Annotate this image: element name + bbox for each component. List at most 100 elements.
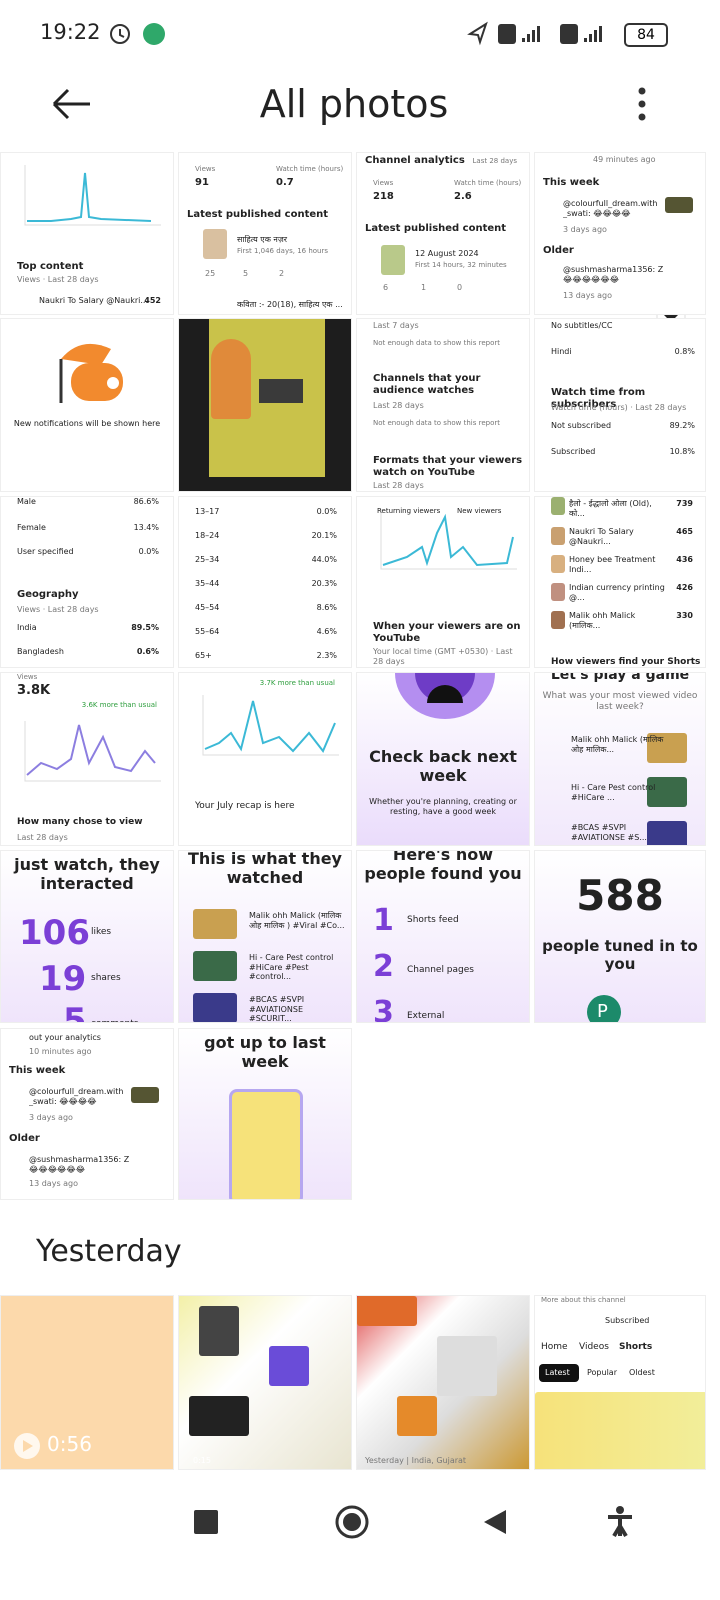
photo-tile[interactable]: New notifications will be shown here [0,318,174,492]
photo-tile[interactable] [178,318,352,492]
photo-tile[interactable]: 3.7K more than usual Your July recap is h… [178,672,352,846]
tile-text: Oldest [629,1368,655,1377]
icon [59,343,123,403]
tile-text: Older [9,1133,40,1144]
tile-text: When your viewers are on YouTube [373,621,521,644]
thumbnail [551,611,565,629]
thumbnail [551,497,565,515]
tile-text: Watch time (hours) · Last 28 days [551,403,687,412]
photo-tile[interactable]: Views Watch time (hours) 91 0.7 Latest publi… [178,152,352,315]
photo-tile[interactable]: Yesterday | India, Gujarat [356,1295,530,1470]
tile-text: Shorts feed [407,915,459,925]
tile-text: Malik ohh Malick (मालिक... [569,611,636,630]
photo-tile[interactable]: out your analytics 10 minutes ago This wee… [0,1028,174,1200]
photo-tile[interactable]: 13–17 0.0% 18–24 20.1% 25–34 44.0% 35–44 20.3% 4… [178,496,352,668]
tile-text: Your local time (GMT +0530) · Last 28 da… [373,647,513,666]
photo-tile[interactable]: हैलो - ईद्धालो ओला (Old), को... 739 Naukri… [534,496,706,668]
thumbnail [131,1087,159,1103]
photo-tile[interactable]: Let's play a game What was your most view… [534,672,706,846]
tile-text: 426 [676,583,693,592]
photo-tile[interactable]: 588 people tuned in to you P [534,850,706,1023]
tile-text: 0 [457,283,463,292]
tile-text: Latest published content [365,223,507,234]
icon [395,673,495,719]
tile-text: Naukri To Salary @Naukri... [39,296,149,305]
tile-text: @colourfull_dream.with _swati: 😂😂😂😂 [563,199,658,218]
tile-text: 1 [373,903,394,938]
tile-text: Indian currency printing @... [569,583,665,602]
tile-text: Watch time from subscribers [551,387,646,410]
tile-text: 20.1% [311,531,337,540]
tile-text: Channel pages [407,965,474,975]
thumbnail [193,951,237,981]
photo-tile[interactable]: 49 minutes ago This week @colourfull_dream… [534,152,706,315]
tile-text: Naukri To Salary @Naukri... [569,527,634,546]
tile-text: 3 days ago [29,1113,73,1122]
page-title: All photos [259,82,449,126]
photo-tile[interactable]: Here's how people found you 1 Shorts feed 2… [356,850,530,1023]
photo-tile[interactable]: got up to last week [178,1028,352,1200]
tile-text: 739 [676,499,693,508]
photo-tile[interactable]: 0:56 [0,1295,174,1470]
thumbnail [647,733,687,763]
tile-text: Older [543,245,574,256]
mini-chart [24,165,161,226]
tile-text: 2.6 [454,191,472,202]
photo-tile[interactable]: 0:15 [178,1295,352,1470]
status-icons-right [467,21,602,46]
tile-text: Bangladesh [17,647,64,656]
photo-tile[interactable]: Top content Views · Last 28 days Naukri To… [0,152,174,315]
photo-tile[interactable]: Views 3.8K 3.6K more than usual How many ch… [0,672,174,846]
tile-text: Videos [579,1342,609,1352]
tile-text: 106 [19,913,90,953]
tile-text: Watch time (hours) [276,165,344,173]
photo-tile[interactable]: More about this channel Subscribed Home Vid… [534,1295,706,1470]
tile-text: Home [541,1342,568,1352]
latest-chip [539,1364,579,1382]
tile-text: Views [373,179,394,187]
photo-tile[interactable]: just watch, they interacted 106 likes 19 sha… [0,850,174,1023]
photo-tile[interactable]: Male 86.6% Female 13.4% User specified 0.0% Ge… [0,496,174,668]
tile-text: India [17,623,37,632]
back-button[interactable] [50,88,94,120]
tile-text: First 1,046 days, 16 hours [237,247,329,255]
tile-text: Views [195,165,216,173]
tile-text: New viewers [457,507,502,515]
tile-text: Channel analytics [365,155,465,166]
tile-text: Hindi [551,347,572,356]
photo-tile[interactable]: Check back next week Whether you're plann… [356,672,530,846]
tile-text: Hi - Care Pest control #HiCare #Pest #co… [249,953,334,982]
tile-text: @colourfull_dream.with _swati: 😂😂😂😂 [29,1087,124,1106]
menu-button[interactable] [632,86,652,122]
tile-text: 0:56 [47,1432,92,1456]
tile-text: Views · Last 28 days [17,275,99,284]
tile-text: Watch time (hours) [454,179,522,187]
mini-chart [380,509,517,570]
tile-text: 55–64 [195,627,220,636]
mini-chart [202,695,339,756]
photo-tile[interactable]: No subtitles/CC Hindi 0.8% Watch time from … [534,318,706,492]
tile-text: 89.5% [131,623,159,632]
photo-tile[interactable]: This is what they watched Malik ohh Malic… [178,850,352,1023]
tile-text: 0.0% [138,547,159,556]
tile-text: 91 [195,177,209,188]
tile-text: Last 28 days [17,833,68,842]
photo-tile[interactable]: Returning viewers New viewers When your vi… [356,496,530,668]
tile-text: 13.4% [133,523,159,532]
tile-text: Channels that your audience watches [373,373,481,396]
photo-tile[interactable]: Channel analytics Last 28 days Views Watch … [356,152,530,315]
photo-tile[interactable]: Last 7 days Not enough data to show this … [356,318,530,492]
thumbnail [199,1306,239,1356]
nav-icons [194,1505,632,1539]
tile-text: just watch, they interacted [14,855,160,894]
tile-text: 0:15 [193,1456,211,1465]
thumbnail [381,245,405,275]
thumbnail [269,1346,309,1386]
thumbnail [551,555,565,573]
section-title: Yesterday [36,1234,182,1269]
tile-text: This week [9,1065,66,1076]
tile-text: Not enough data to show this report [373,419,500,427]
tile-text: 19 [39,959,87,999]
tile-text: 25 [205,269,216,278]
tile-text: More about this channel [541,1296,626,1304]
